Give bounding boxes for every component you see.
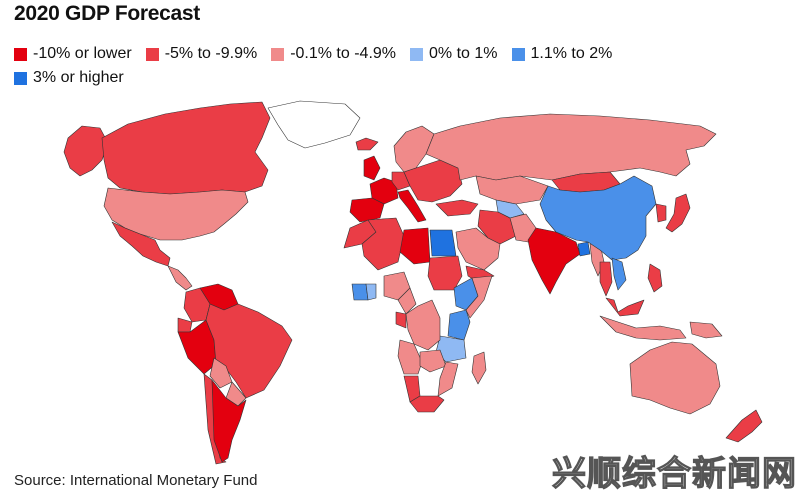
region-madagascar [471,351,487,385]
legend-swatch [271,47,285,61]
region-turkey [435,199,479,217]
legend-label: 1.1% to 2% [530,45,613,62]
region-central-america [167,265,193,291]
region-iran [477,209,517,245]
region-ecuador [177,317,193,333]
region-united-states [103,187,249,241]
region-new-zealand [725,409,763,443]
region-italy [397,189,427,223]
region-somalia [465,275,493,319]
region-china [539,175,657,261]
legend: -10% or lower -5% to -9.9% -0.1% to -4.9… [14,45,714,87]
region-canada [101,101,271,195]
legend-label: -0.1% to -4.9% [290,45,397,62]
region-spain [349,197,385,223]
region-germany [391,171,411,191]
world-map [63,100,763,465]
region-bolivia [209,357,233,389]
legend-item: -10% or lower [14,45,132,63]
region-bangladesh [577,241,591,257]
legend-swatch [410,47,424,61]
legend-item: -0.1% to -4.9% [271,45,396,63]
legend-item: -5% to -9.9% [145,45,258,63]
region-papua-new-guinea [689,321,723,339]
legend-label: 0% to 1% [429,45,498,62]
region-japan [665,193,691,233]
region-greenland [267,100,361,149]
legend-item: 0% to 1% [410,45,498,63]
legend-item: 3% or higher [14,69,714,87]
watermark: 兴顺综合新闻网 [551,453,797,494]
region-algeria [361,217,405,271]
region-indonesia [599,315,687,341]
region-sudan [427,255,463,291]
region-india [527,227,581,295]
region-philippines [647,263,663,293]
region-gabon [395,311,407,329]
region-kenya [447,309,471,341]
region-mexico [111,221,171,267]
map-title: 2020 GDP Forecast [14,2,200,25]
legend-swatch [145,47,159,61]
region-egypt [429,229,457,257]
region-saudi-arabia [455,227,501,271]
region-united-kingdom [363,155,381,181]
region-mozambique [437,361,459,397]
region-australia [629,341,721,415]
legend-item: 1.1% to 2% [511,45,613,63]
region-argentina [211,379,247,463]
region-korea [655,203,667,223]
region-dr-congo [405,299,441,351]
source-note: Source: International Monetary Fund [14,472,258,489]
region-cameroon [397,287,417,315]
region-russia [425,113,717,181]
region-zambia [419,349,447,373]
legend-swatch [14,47,27,61]
region-angola [397,339,423,375]
region-tanzania [435,335,467,363]
legend-swatch [511,47,525,61]
region-thailand [599,261,613,297]
legend-swatch [14,71,27,85]
legend-label: -10% or lower [33,45,132,62]
region-malaysia [605,297,645,317]
region-eastern-europe [403,159,463,203]
region-cote-divoire [351,283,369,301]
legend-label: -5% to -9.9% [164,45,258,62]
region-alaska [63,125,109,177]
region-south-africa [409,395,445,413]
region-iceland [355,137,379,151]
region-ghana [365,283,377,301]
region-libya [399,227,431,265]
region-vietnam [611,257,627,291]
region-kazakhstan [475,175,549,205]
legend-label: 3% or higher [33,69,124,86]
